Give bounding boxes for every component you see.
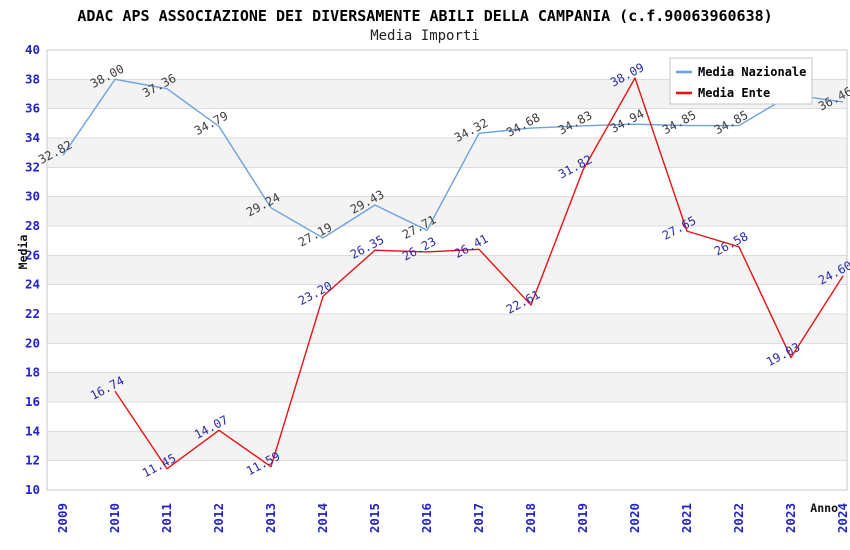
data-label: 34.83 — [556, 108, 594, 137]
y-tick-label: 34 — [25, 130, 40, 145]
chart-title: ADAC APS ASSOCIAZIONE DEI DIVERSAMENTE A… — [77, 7, 773, 25]
x-tick-label: 2017 — [471, 503, 486, 533]
x-tick-label: 2015 — [367, 503, 382, 533]
x-tick-label: 2009 — [55, 503, 70, 533]
grid-band — [47, 138, 847, 168]
x-tick-label: 2010 — [107, 503, 122, 533]
y-tick-label: 16 — [25, 394, 40, 409]
x-tick-label: 2011 — [159, 503, 174, 533]
data-label: 34.79 — [192, 109, 230, 138]
y-axis-title: Media — [16, 235, 30, 270]
x-tick-label: 2021 — [679, 503, 694, 533]
y-tick-label: 14 — [25, 423, 40, 438]
y-tick-label: 26 — [25, 247, 40, 262]
data-label: 22.61 — [504, 287, 542, 316]
y-tick-label: 22 — [25, 306, 40, 321]
y-tick-label: 18 — [25, 365, 40, 380]
legend-label: Media Nazionale — [698, 65, 806, 79]
x-axis-title: Anno — [810, 501, 838, 515]
grid-band — [47, 255, 847, 285]
data-label: 26.58 — [712, 229, 750, 258]
x-tick-label: 2022 — [731, 503, 746, 533]
x-tick-label: 2023 — [783, 503, 798, 533]
grid-band — [47, 196, 847, 226]
y-tick-label: 24 — [25, 277, 40, 292]
x-tick-label: 2012 — [211, 503, 226, 533]
y-tick-label: 30 — [25, 189, 40, 204]
y-tick-label: 36 — [25, 101, 40, 116]
data-label: 34.85 — [660, 108, 698, 137]
grid-band — [47, 431, 847, 461]
x-tick-label: 2016 — [419, 503, 434, 533]
y-tick-label: 20 — [25, 335, 40, 350]
y-tick-label: 32 — [25, 159, 40, 174]
series-line-media-nazionale — [62, 78, 844, 239]
plot-border — [46, 49, 848, 491]
x-tick-label: 2019 — [575, 503, 590, 533]
chart-subtitle: Media Importi — [370, 28, 480, 44]
legend-box — [669, 57, 813, 105]
x-tick-label: 2020 — [627, 503, 642, 533]
data-label: 34.94 — [608, 107, 646, 136]
y-tick-label: 12 — [25, 453, 40, 468]
data-label: 34.85 — [712, 108, 750, 137]
grid-band — [47, 314, 847, 344]
y-tick-label: 10 — [25, 482, 40, 497]
series-line-media-ente — [114, 77, 844, 470]
legend-label: Media Ente — [698, 86, 770, 100]
grid-band — [47, 372, 847, 402]
x-tick-label: 2014 — [315, 503, 330, 533]
x-tick-label: 2024 — [835, 503, 850, 533]
data-label: 19.03 — [764, 340, 802, 369]
y-tick-label: 38 — [25, 71, 40, 86]
x-tick-label: 2013 — [263, 503, 278, 533]
data-label: 34.68 — [504, 110, 542, 139]
x-tick-label: 2018 — [523, 503, 538, 533]
y-tick-label: 40 — [25, 42, 40, 57]
y-tick-label: 28 — [25, 218, 40, 233]
